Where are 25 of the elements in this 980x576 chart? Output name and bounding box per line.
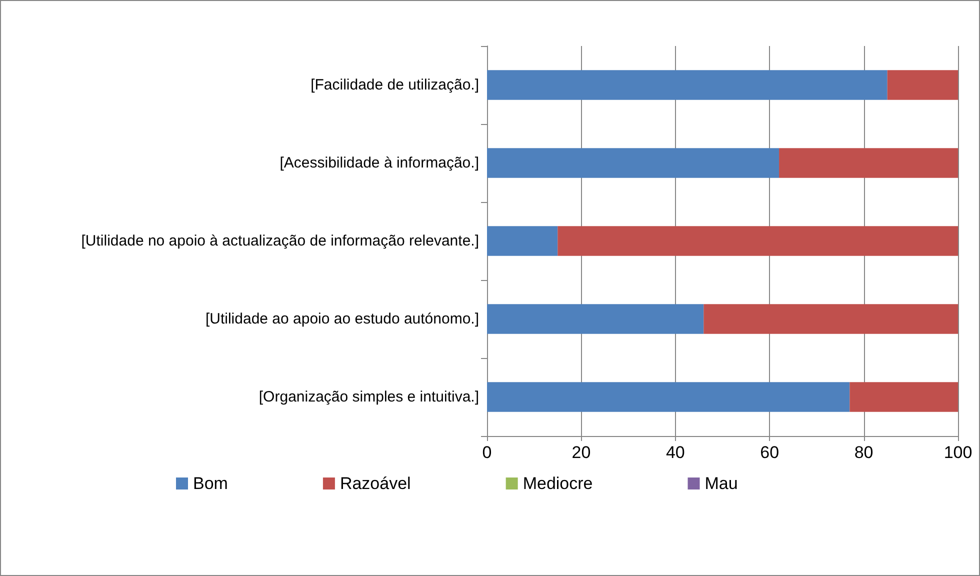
x-tick-label: 40 bbox=[666, 443, 685, 462]
legend-label: Bom bbox=[193, 474, 228, 493]
bar bbox=[704, 304, 958, 334]
x-tick-label: 60 bbox=[760, 443, 780, 462]
bar bbox=[887, 70, 958, 100]
y-tick-label: [Organização simples e intuitiva.] bbox=[258, 388, 479, 406]
bar bbox=[487, 382, 850, 412]
bar bbox=[779, 148, 958, 178]
bar bbox=[487, 148, 780, 178]
bar bbox=[487, 70, 888, 100]
bar bbox=[558, 226, 958, 256]
legend-label: Razoável bbox=[340, 474, 411, 493]
y-tick-label: [Utilidade no apoio à actualização de informação relevante.] bbox=[81, 232, 479, 250]
y-tick-label: [Utilidade ao apoio ao estudo autónomo.] bbox=[205, 310, 479, 328]
y-tick-label: [Facilidade de utilização.] bbox=[310, 76, 479, 94]
bar bbox=[487, 226, 558, 256]
bar bbox=[487, 304, 704, 334]
legend-label: Mau bbox=[704, 474, 738, 493]
legend-label: Mediocre bbox=[522, 474, 593, 493]
bar bbox=[850, 382, 958, 412]
y-tick-label: [Acessibilidade à informação.] bbox=[280, 154, 479, 172]
x-tick-label: 20 bbox=[572, 443, 591, 462]
x-tick-label: 0 bbox=[482, 443, 492, 462]
x-tick-label: 100 bbox=[944, 443, 972, 462]
x-tick-label: 80 bbox=[854, 443, 874, 462]
